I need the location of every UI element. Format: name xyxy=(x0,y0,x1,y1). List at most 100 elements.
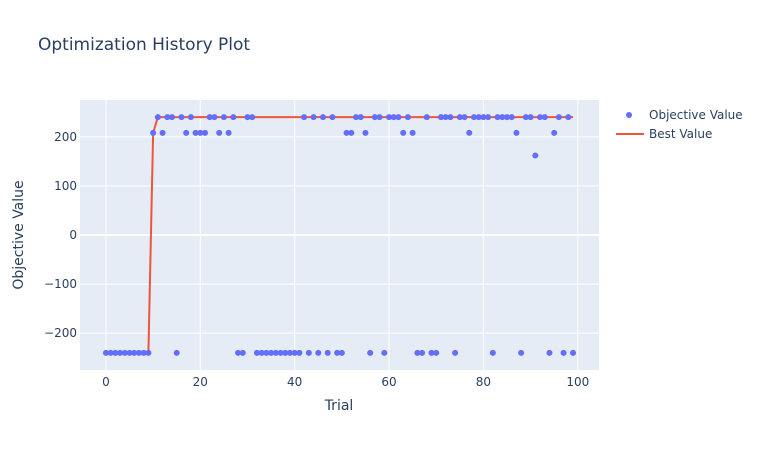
y-tick-label: 0 xyxy=(69,228,77,242)
objective-point xyxy=(102,349,109,356)
x-axis-ticks: 0 20 40 60 80 100 xyxy=(102,375,589,389)
objective-point xyxy=(249,114,256,121)
y-axis-title: Objective Value xyxy=(11,180,27,289)
objective-point xyxy=(211,114,218,121)
x-tick-label: 80 xyxy=(476,375,491,389)
objective-point xyxy=(150,129,157,136)
objective-point xyxy=(456,114,463,121)
objective-point xyxy=(107,349,114,356)
objective-point xyxy=(329,114,336,121)
objective-point xyxy=(164,114,171,121)
objective-point xyxy=(508,114,515,121)
objective-points xyxy=(102,114,577,356)
objective-point xyxy=(362,129,369,136)
objective-point xyxy=(390,114,397,121)
objective-point xyxy=(480,114,487,121)
objective-point xyxy=(258,349,265,356)
legend-label-best-value: Best Value xyxy=(649,127,712,141)
objective-point xyxy=(112,349,119,356)
legend-marker-objective-value xyxy=(626,112,632,118)
objective-point xyxy=(537,114,544,121)
objective-point xyxy=(367,349,374,356)
objective-point xyxy=(546,349,553,356)
objective-point xyxy=(140,349,147,356)
objective-point xyxy=(428,349,435,356)
objective-point xyxy=(570,349,577,356)
chart-title: Optimization History Plot xyxy=(38,35,250,55)
objective-point xyxy=(145,349,152,356)
objective-point xyxy=(131,349,138,356)
objective-point xyxy=(197,129,204,136)
objective-point xyxy=(334,349,341,356)
legend[interactable]: Objective Value Best Value xyxy=(616,108,743,141)
objective-point xyxy=(489,349,496,356)
objective-point xyxy=(253,349,260,356)
objective-point xyxy=(173,349,180,356)
objective-point xyxy=(452,349,459,356)
grid xyxy=(80,100,599,370)
y-tick-label: 100 xyxy=(54,179,77,193)
objective-point xyxy=(291,349,298,356)
objective-point xyxy=(513,129,520,136)
legend-item-best-value[interactable]: Best Value xyxy=(616,127,712,141)
objective-point xyxy=(447,114,454,121)
objective-point xyxy=(286,349,293,356)
objective-point xyxy=(461,114,468,121)
objective-point xyxy=(187,114,194,121)
objective-point xyxy=(272,349,279,356)
objective-point xyxy=(409,129,416,136)
objective-point xyxy=(381,349,388,356)
objective-point xyxy=(202,129,209,136)
objective-point xyxy=(485,114,492,121)
objective-point xyxy=(239,349,246,356)
objective-point xyxy=(216,129,223,136)
x-tick-label: 60 xyxy=(381,375,396,389)
objective-point xyxy=(560,349,567,356)
objective-point xyxy=(268,349,275,356)
objective-point xyxy=(225,129,232,136)
objective-point xyxy=(169,114,175,121)
objective-point xyxy=(348,129,355,136)
objective-point xyxy=(423,114,430,121)
y-tick-label: −200 xyxy=(44,326,77,340)
objective-point xyxy=(494,114,501,121)
objective-point xyxy=(555,114,562,121)
objective-point xyxy=(404,114,411,121)
objective-point xyxy=(442,114,449,121)
objective-point xyxy=(466,129,473,136)
legend-item-objective-value[interactable]: Objective Value xyxy=(626,108,743,122)
objective-point xyxy=(282,349,289,356)
objective-point xyxy=(395,114,402,121)
objective-point xyxy=(522,114,529,121)
y-tick-label: 200 xyxy=(54,130,77,144)
objective-point xyxy=(470,114,477,121)
objective-point xyxy=(305,349,312,356)
objective-point xyxy=(192,129,199,136)
objective-point xyxy=(565,114,572,121)
objective-point xyxy=(433,349,440,356)
objective-point xyxy=(541,114,548,121)
objective-point xyxy=(159,129,166,136)
objective-point xyxy=(437,114,444,121)
objective-point xyxy=(277,349,284,356)
x-tick-label: 0 xyxy=(102,375,110,389)
y-tick-label: −100 xyxy=(44,277,77,291)
objective-point xyxy=(121,349,128,356)
x-tick-label: 100 xyxy=(566,375,589,389)
objective-point xyxy=(126,349,133,356)
objective-point xyxy=(532,152,539,159)
objective-point xyxy=(319,114,326,121)
objective-point xyxy=(301,114,308,121)
objective-point xyxy=(178,114,185,121)
objective-point xyxy=(371,114,378,121)
y-axis-ticks: −200 −100 0 100 200 xyxy=(44,130,77,340)
objective-point xyxy=(230,114,237,121)
legend-label-objective-value: Objective Value xyxy=(649,108,743,122)
objective-point xyxy=(386,114,393,121)
objective-point xyxy=(499,114,506,121)
objective-point xyxy=(220,114,227,121)
objective-point xyxy=(504,114,510,121)
objective-point xyxy=(263,349,270,356)
objective-point xyxy=(244,114,251,121)
